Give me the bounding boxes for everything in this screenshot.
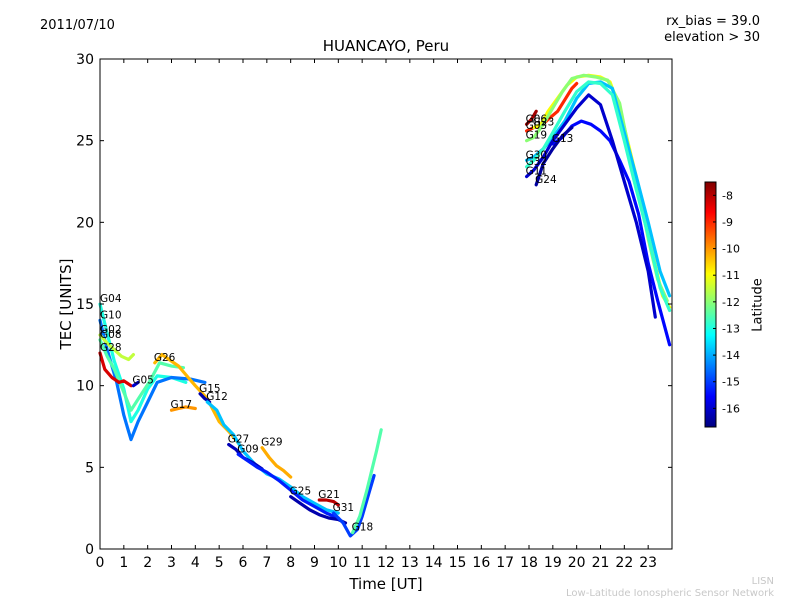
x-tick-label: 6 [239, 555, 248, 571]
series-G32-trace [524, 80, 672, 313]
series-label-G32: G32 [526, 156, 548, 168]
series-G02-trace [98, 333, 135, 362]
series-layer [98, 73, 672, 538]
series-label-G10: G10 [100, 309, 122, 321]
series-G05-trace [131, 380, 140, 388]
x-tick-label: 10 [329, 555, 347, 571]
x-tick-label: 19 [544, 555, 562, 571]
series-label-G31: G31 [333, 502, 355, 514]
series-G24-trace [534, 125, 574, 187]
rx-bias-label: rx_bias = 39.0 [666, 14, 760, 29]
colorbar-tick-label: -14 [722, 349, 740, 362]
series-label-G30: G30 [526, 149, 548, 161]
x-tick-label: 1 [119, 555, 128, 571]
x-tick-label: 11 [353, 555, 371, 571]
series-label-G23: G23 [533, 117, 555, 129]
x-tick-label: 22 [615, 555, 633, 571]
x-tick-label: 2 [143, 555, 152, 571]
series-G09-trace [236, 452, 340, 520]
series-label-G24: G24 [535, 174, 557, 186]
colorbar-tick-label: -16 [722, 402, 740, 415]
plot-area [100, 59, 672, 549]
colorbar-tick-label: -13 [722, 322, 740, 335]
series-G29-trace [260, 446, 293, 479]
series-label-G28: G28 [100, 342, 122, 354]
chart-parameters: rx_bias = 39.0 elevation > 30 [664, 14, 760, 46]
series-G28-trace [98, 351, 133, 388]
series-G31-trace [332, 473, 376, 538]
x-tick-label: 17 [496, 555, 514, 571]
series-label-G04: G04 [100, 293, 122, 305]
series-label-G06: G06 [526, 113, 548, 125]
x-tick-label: 18 [520, 555, 538, 571]
y-tick-label: 25 [76, 134, 94, 150]
x-tick-label: 20 [568, 555, 586, 571]
series-label-G11: G11 [526, 166, 548, 178]
chart-date: 2011/07/10 [40, 18, 115, 33]
colorbar-tick-label: -15 [722, 376, 740, 389]
series-G06-trace [524, 109, 538, 126]
series-label-G26: G26 [154, 352, 176, 364]
series-G11-trace [524, 93, 657, 319]
credit-short: LISN [751, 576, 774, 587]
series-label-G15: G15 [199, 383, 221, 395]
series-G08-trace [98, 338, 185, 412]
series-label-G08: G08 [100, 329, 122, 341]
series-label-G17: G17 [171, 399, 193, 411]
chart-title: HUANCAYO, Peru [322, 37, 450, 55]
colorbar-tick-label: -8 [722, 189, 733, 202]
series-G21-trace [317, 498, 340, 507]
colorbar: -8 -9 -10 -11 -12 -13 -14 -15 -16 [704, 181, 740, 428]
series-label-G13: G13 [552, 133, 574, 145]
series-label-G03: G03 [526, 120, 548, 132]
x-tick-label: 7 [262, 555, 271, 571]
series-G17-trace [169, 405, 197, 412]
series-label-G29: G29 [261, 437, 283, 449]
y-tick-label: 0 [85, 542, 94, 558]
x-tick-label: 15 [449, 555, 467, 571]
colorbar-tick-label: -10 [722, 243, 740, 256]
series-label-G18: G18 [352, 522, 374, 534]
series-label-G25: G25 [290, 486, 312, 498]
series-label-G05: G05 [132, 375, 154, 387]
x-tick-label: 12 [377, 555, 395, 571]
x-tick-label: 0 [96, 555, 105, 571]
x-tick-label: 4 [191, 555, 200, 571]
x-tick-label: 23 [639, 555, 657, 571]
x-tick-label: 8 [286, 555, 295, 571]
y-tick-label: 15 [76, 297, 94, 313]
y-tick-label: 10 [76, 379, 94, 395]
x-tick-label: 5 [215, 555, 224, 571]
x-tick-label: 16 [472, 555, 490, 571]
colorbar-tick-label: -9 [722, 216, 733, 229]
plot-background [100, 59, 672, 549]
elevation-label: elevation > 30 [664, 30, 760, 45]
axis-layer: 0 1 2 3 4 5 6 7 8 9 10 11 12 13 14 15 16 17 18 19 20 21 22 2305… [76, 52, 673, 571]
x-tick-label: 14 [425, 555, 443, 571]
series-label-G27: G27 [228, 433, 250, 445]
series-label-G21: G21 [318, 489, 340, 501]
series-label-G12: G12 [206, 391, 228, 403]
series-label-G19: G19 [526, 130, 548, 142]
x-tick-label: 13 [401, 555, 419, 571]
x-tick-label: 3 [167, 555, 176, 571]
x-tick-label: 21 [592, 555, 610, 571]
colorbar-tick-label: -11 [722, 269, 740, 282]
series-G18-trace [351, 428, 383, 535]
y-tick-label: 30 [76, 52, 94, 68]
y-tick-label: 20 [76, 215, 94, 231]
colorbar-tick-label: -12 [722, 296, 740, 309]
series-label-G09: G09 [237, 443, 259, 455]
y-tick-label: 5 [85, 460, 94, 476]
credit-footer: LISN Low-Latitude Ionospheric Sensor Net… [566, 576, 774, 600]
colorbar-gradient [704, 181, 717, 428]
x-tick-label: 9 [310, 555, 319, 571]
x-axis-label: Time [UT] [349, 575, 423, 593]
credit-long: Low-Latitude Ionospheric Sensor Network [566, 588, 774, 599]
series-label-G02: G02 [100, 324, 122, 336]
